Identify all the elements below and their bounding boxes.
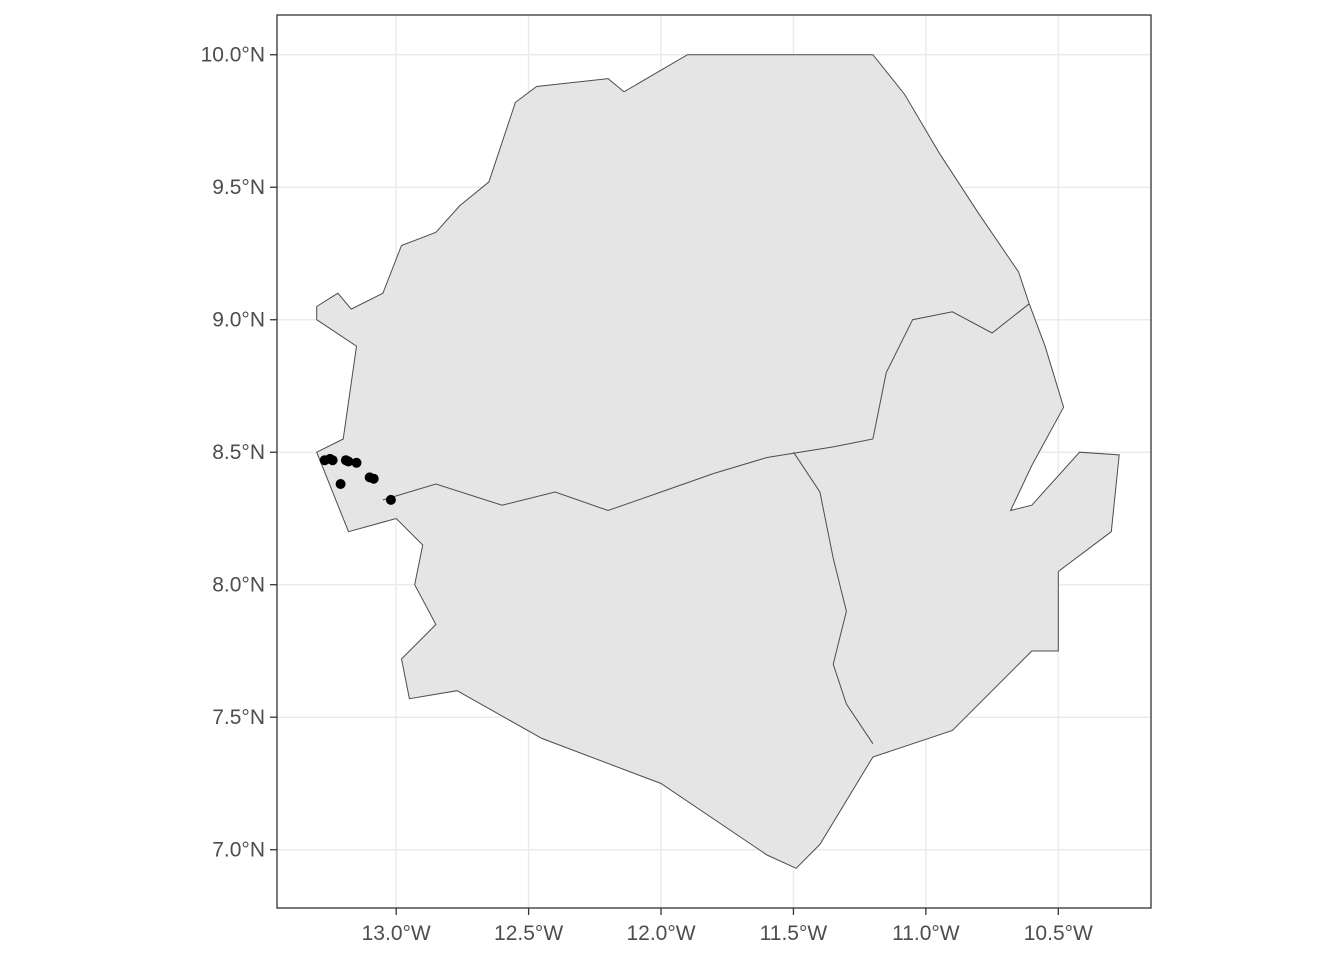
y-tick-label-1: 7.5°N xyxy=(212,706,265,729)
x-axis: 13.0°W 12.5°W 12.0°W 11.5°W 11.0°W 10.5°W xyxy=(362,908,1093,945)
data-point-7 xyxy=(368,473,379,484)
y-tick-label-0: 7.0°N xyxy=(212,839,265,862)
district-border-0 xyxy=(382,303,1030,512)
y-tick-label-4: 9.0°N xyxy=(212,309,265,332)
data-point-9 xyxy=(385,494,396,505)
country-outline xyxy=(316,54,1120,869)
y-tick-label-3: 8.5°N xyxy=(212,441,265,464)
y-tick-label-6: 10.0°N xyxy=(201,44,265,67)
land-layer xyxy=(316,54,1120,869)
y-tick-label-2: 8.0°N xyxy=(212,574,265,597)
data-point-5 xyxy=(351,457,362,468)
data-point-4 xyxy=(343,456,354,467)
district-border-1 xyxy=(793,451,874,744)
x-tick-label-3: 11.5°W xyxy=(760,922,828,945)
points-layer xyxy=(319,453,396,505)
data-point-8 xyxy=(335,479,346,489)
x-tick-label-4: 11.0°W xyxy=(892,922,960,945)
panel-border xyxy=(276,14,1152,909)
y-axis: 7.0°N 7.5°N 8.0°N 8.5°N 9.0°N 9.5°N 10.0°N xyxy=(201,44,277,862)
x-tick-label-5: 10.5°W xyxy=(1024,922,1093,945)
district-borders xyxy=(382,303,1030,744)
data-point-2 xyxy=(327,455,338,466)
x-tick-label-0: 13.0°W xyxy=(362,922,431,945)
x-tick-label-1: 12.5°W xyxy=(494,922,563,945)
x-tick-label-2: 12.0°W xyxy=(626,922,695,945)
y-tick-label-5: 9.5°N xyxy=(212,176,265,199)
